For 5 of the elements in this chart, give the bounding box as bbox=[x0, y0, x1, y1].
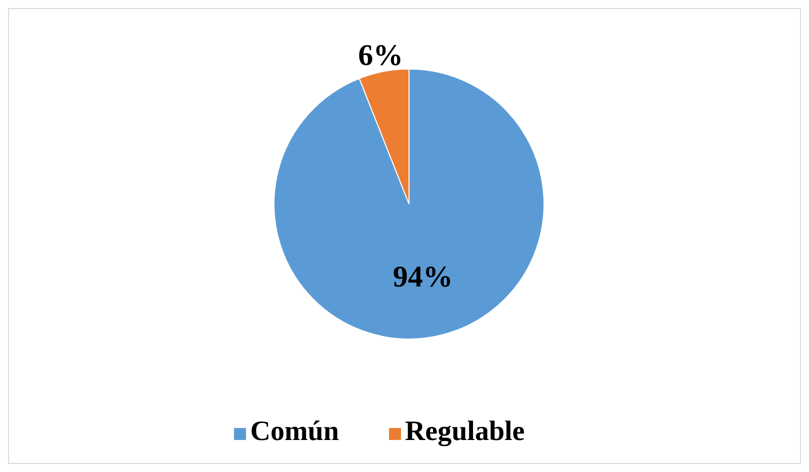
pie-slice bbox=[274, 68, 544, 340]
legend-label: Regulable bbox=[404, 416, 525, 447]
data-label: 6% bbox=[358, 38, 404, 72]
data-label: 94% bbox=[392, 260, 453, 294]
legend-label: Común bbox=[250, 416, 339, 447]
